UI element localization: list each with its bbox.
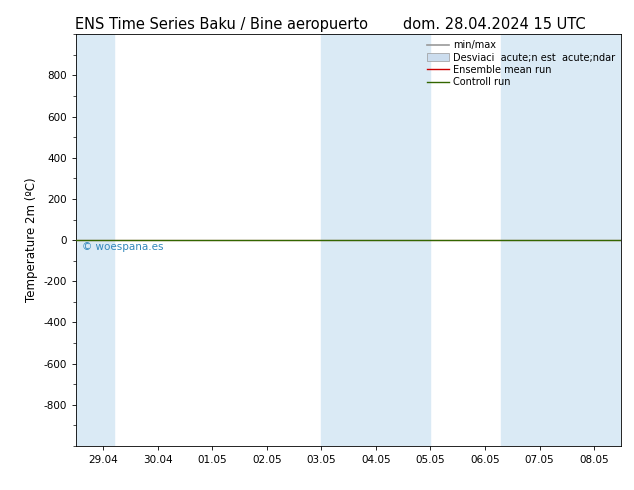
Bar: [76, 34, 114, 446]
Text: © woespana.es: © woespana.es: [82, 242, 163, 252]
Y-axis label: Temperature 2m (ºC): Temperature 2m (ºC): [25, 178, 38, 302]
Bar: [321, 34, 430, 446]
Bar: [501, 34, 621, 446]
Text: dom. 28.04.2024 15 UTC: dom. 28.04.2024 15 UTC: [403, 17, 586, 32]
Text: ENS Time Series Baku / Bine aeropuerto: ENS Time Series Baku / Bine aeropuerto: [75, 17, 368, 32]
Legend: min/max, Desviaci  acute;n est  acute;ndar, Ensemble mean run, Controll run: min/max, Desviaci acute;n est acute;ndar…: [424, 36, 619, 91]
